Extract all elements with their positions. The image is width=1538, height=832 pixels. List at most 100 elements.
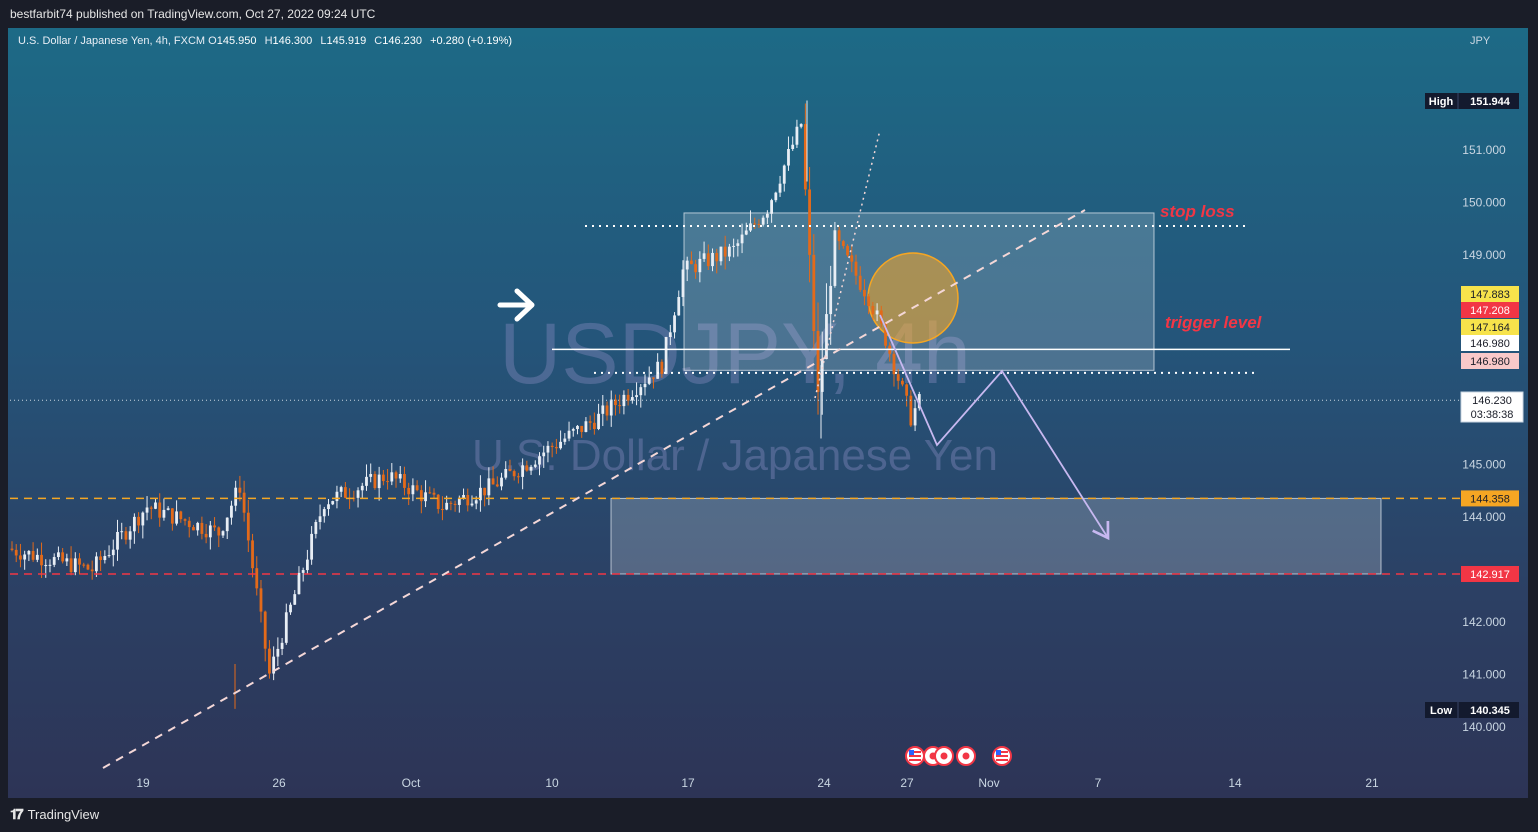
candle[interactable] [825,283,828,360]
candle[interactable] [428,486,432,494]
candle[interactable] [504,461,508,480]
candle[interactable] [386,469,389,490]
candle[interactable] [35,548,39,563]
candle[interactable] [660,359,664,378]
candle[interactable] [517,472,520,484]
candle[interactable] [858,266,862,292]
price-tag[interactable]: 147.208 [1461,302,1519,318]
candle[interactable] [854,254,858,285]
candle[interactable] [576,425,579,435]
candle[interactable] [479,475,482,512]
candle[interactable] [677,290,681,316]
candle[interactable] [111,539,115,567]
candle[interactable] [529,464,533,475]
candle[interactable] [896,368,900,390]
candle[interactable] [901,377,904,387]
us-flag-event-icon[interactable] [992,746,1012,766]
candle[interactable] [592,412,596,435]
candle[interactable] [719,246,723,266]
candle[interactable] [639,384,643,408]
candle[interactable] [559,430,562,450]
candle[interactable] [73,552,77,576]
candle[interactable] [875,303,879,322]
candle[interactable] [571,427,575,437]
candle[interactable] [863,279,866,306]
candle[interactable] [782,164,786,192]
candle[interactable] [204,524,208,544]
candle[interactable] [289,602,292,615]
candle[interactable] [297,566,301,595]
tradingview-logo[interactable]: 𝟏𝟕 TradingView [10,806,99,823]
candle[interactable] [179,510,183,523]
candle[interactable] [141,511,145,539]
candle[interactable] [483,487,487,507]
candle[interactable] [192,524,195,531]
candle[interactable] [137,512,140,534]
candle[interactable] [470,495,474,507]
candle[interactable] [567,421,571,442]
candle[interactable] [158,493,162,527]
candle[interactable] [588,415,592,431]
candle[interactable] [280,637,284,656]
price-tag[interactable]: 146.980 [1461,335,1519,351]
candle[interactable] [251,533,254,578]
candle[interactable] [846,244,849,257]
candle[interactable] [419,485,423,514]
candle[interactable] [381,469,385,486]
candle[interactable] [27,550,31,562]
candle[interactable] [103,550,107,564]
candle[interactable] [255,556,259,596]
candle[interactable] [259,580,263,623]
candle[interactable] [44,559,48,578]
candle[interactable] [495,476,499,488]
candle[interactable] [230,500,233,525]
candle[interactable] [508,459,512,472]
candle[interactable] [711,248,714,272]
candle[interactable] [95,552,98,577]
candle[interactable] [690,251,693,265]
candle[interactable] [398,466,402,483]
candle[interactable] [284,603,288,645]
candle[interactable] [778,175,782,197]
candle[interactable] [360,482,364,499]
candle[interactable] [120,522,124,540]
candle[interactable] [500,472,503,491]
candle[interactable] [626,389,630,406]
candle[interactable] [812,234,816,350]
candle[interactable] [820,331,824,415]
candle[interactable] [170,508,174,531]
candle[interactable] [795,119,799,148]
candle[interactable] [86,563,90,571]
price-tag[interactable]: 147.164 [1461,319,1519,335]
candle[interactable] [774,191,778,203]
candle[interactable] [525,460,529,472]
chart-frame[interactable] [8,28,1528,798]
candle[interactable] [715,248,719,274]
candle[interactable] [550,442,554,458]
candle[interactable] [99,550,103,572]
last-price-tag[interactable]: 146.230 03:38:38 [1460,391,1524,423]
candle[interactable] [69,546,73,576]
candle[interactable] [538,452,541,476]
price-tag[interactable]: 146.980 [1461,353,1519,369]
candle[interactable] [605,401,609,421]
candle[interactable] [116,519,119,561]
candle[interactable] [327,499,330,516]
candle[interactable] [78,553,81,575]
candle[interactable] [833,221,837,288]
candle[interactable] [728,243,731,262]
candle[interactable] [871,301,875,320]
candle[interactable] [310,526,314,565]
candle[interactable] [322,506,326,523]
candle[interactable] [614,394,617,416]
candle[interactable] [905,383,909,407]
candle[interactable] [365,464,368,491]
candle[interactable] [369,463,373,483]
candle[interactable] [166,506,170,511]
candle[interactable] [65,553,69,567]
candle[interactable] [917,391,921,411]
candle[interactable] [643,374,647,396]
candle[interactable] [390,463,394,486]
candle[interactable] [31,542,35,562]
